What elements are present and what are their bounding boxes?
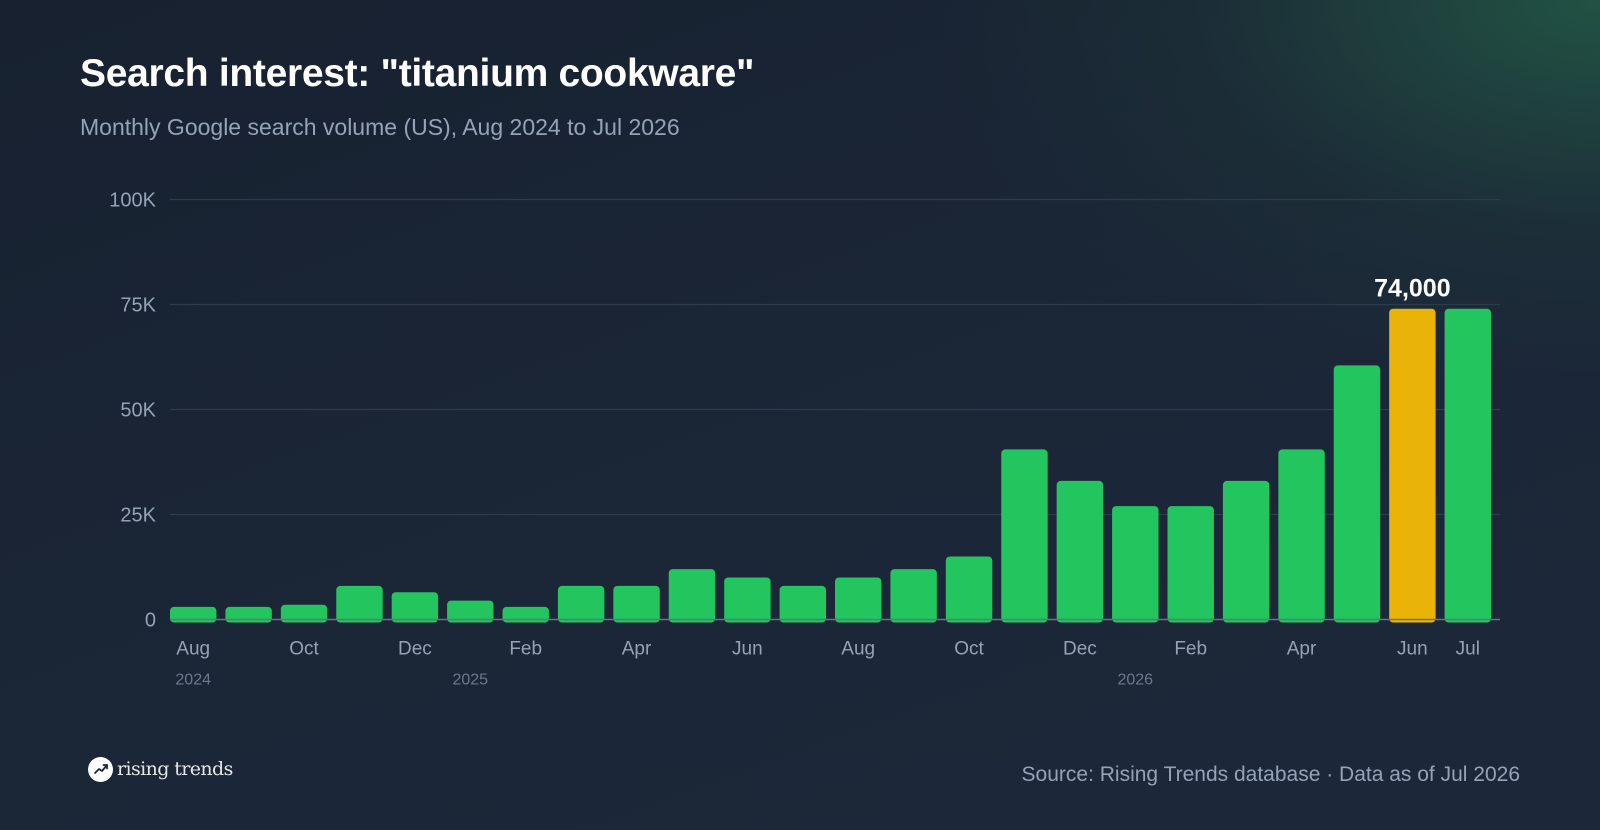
x-tick-label: Feb — [509, 639, 542, 660]
bar — [945, 556, 993, 623]
bar — [1001, 449, 1048, 623]
trend-up-icon — [88, 756, 113, 782]
chart-title: Search interest: "titanium cookware" — [80, 52, 755, 95]
x-tick-label: Dec — [398, 639, 432, 660]
y-tick-label: 25K — [120, 505, 156, 527]
y-tick-label: 0 — [145, 610, 156, 632]
bar — [1444, 308, 1491, 623]
x-year-label: 2025 — [452, 672, 488, 689]
x-tick-label: Feb — [1174, 639, 1207, 660]
x-tick-label: Oct — [289, 639, 319, 660]
y-tick-label: 100K — [109, 190, 156, 212]
x-tick-label: Oct — [954, 639, 984, 660]
x-tick-label: Dec — [1063, 639, 1097, 660]
bar — [1333, 365, 1381, 623]
x-tick-label: Jul — [1456, 639, 1480, 660]
brand-logo: rising trends — [88, 756, 233, 782]
x-tick-label: Aug — [841, 639, 875, 660]
bar — [668, 569, 716, 623]
source-note: Source: Rising Trends database · Data as… — [1021, 763, 1520, 786]
x-year-label: 2024 — [175, 672, 211, 689]
bar — [779, 585, 826, 623]
data-label: 74,000 — [1374, 275, 1450, 303]
bar — [280, 604, 328, 623]
bar — [890, 569, 937, 623]
bar — [613, 585, 660, 623]
bar — [502, 606, 549, 623]
bar — [447, 600, 494, 623]
y-tick-label: 50K — [120, 400, 156, 422]
x-tick-label: Aug — [176, 639, 210, 660]
bar — [225, 606, 272, 623]
bar — [557, 585, 605, 623]
bar — [1112, 506, 1159, 623]
bar — [1222, 480, 1270, 623]
bar — [1278, 449, 1325, 623]
x-year-label: 2026 — [1117, 672, 1153, 689]
y-tick-label: 75K — [120, 295, 156, 317]
highlight-bar — [1389, 308, 1436, 623]
bar — [1167, 506, 1214, 623]
bar — [835, 577, 882, 623]
x-tick-label: Apr — [1287, 639, 1317, 660]
bar — [724, 577, 771, 623]
x-tick-label: Jun — [1397, 639, 1428, 660]
bar — [170, 606, 217, 623]
x-tick-label: Jun — [732, 639, 763, 660]
bar — [1056, 480, 1104, 623]
x-tick-label: Apr — [622, 639, 652, 660]
bar — [391, 592, 439, 623]
bar — [336, 585, 383, 623]
bar-chart: 0 25K 50K 75K 100K Aug Oct Dec Feb Apr Jun Aug Oct De… — [109, 190, 1500, 689]
brand-name: rising trends — [117, 758, 233, 780]
chart-subtitle: Monthly Google search volume (US), Aug 2… — [80, 114, 680, 140]
